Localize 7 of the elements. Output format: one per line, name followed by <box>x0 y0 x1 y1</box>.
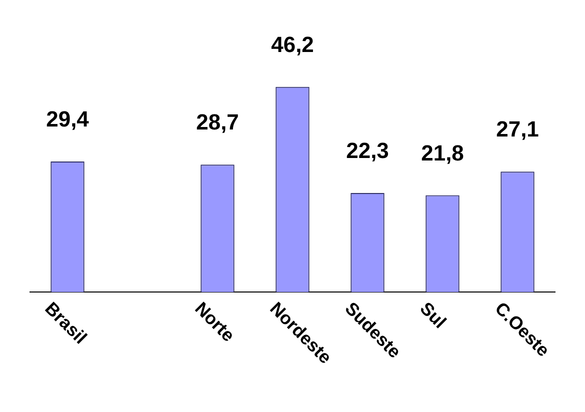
data-label: 21,8 <box>421 140 464 166</box>
data-label: 28,7 <box>196 110 239 135</box>
data-label: 27,1 <box>496 116 539 142</box>
data-label: 22,3 <box>346 138 389 164</box>
data-label: 46,2 <box>271 32 314 57</box>
data-label: 29,4 <box>46 106 90 132</box>
x-tick-label: Sul <box>416 298 450 332</box>
